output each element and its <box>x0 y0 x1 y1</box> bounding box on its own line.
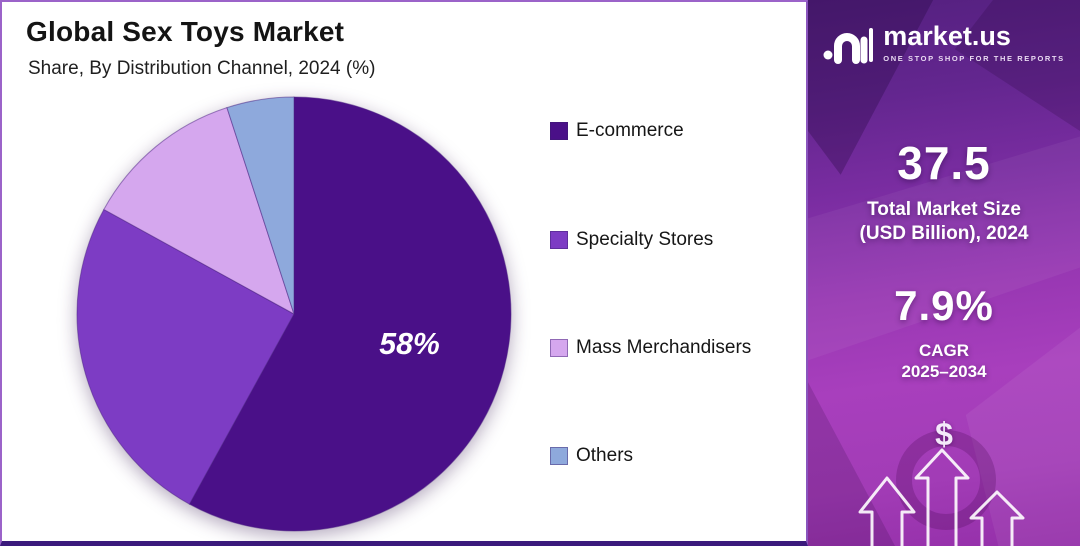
page-subtitle: Share, By Distribution Channel, 2024 (%) <box>28 58 376 79</box>
dollar-icon: $ <box>935 416 953 452</box>
legend-label: Mass Merchandisers <box>576 337 752 358</box>
growth-arrows-icon <box>858 448 1025 546</box>
legend-swatch-mass-merchandisers <box>550 339 568 357</box>
market-size-label-line2: (USD Billion), 2024 <box>859 222 1029 244</box>
pie-chart: 58% <box>76 96 512 532</box>
market-size-value: 37.5 <box>897 137 991 189</box>
pie-slice-others <box>226 96 295 315</box>
legend-label: E-commerce <box>576 120 684 141</box>
legend: E-commerce Specialty Stores Mass Merchan… <box>550 2 800 546</box>
market-us-logo-icon <box>823 28 874 64</box>
market-size-label-line1: Total Market Size <box>867 199 1021 220</box>
pie-slice-e-commerce <box>188 96 512 532</box>
legend-item-others: Others <box>550 445 633 467</box>
brand-name: market.us <box>883 21 1011 51</box>
cagr-value: 7.9% <box>894 282 994 329</box>
legend-swatch-others <box>550 447 568 465</box>
cagr-label-line2: 2025–2034 <box>901 362 987 382</box>
pie-slice-specialty-stores <box>76 208 295 505</box>
sidebar: market.us ONE STOP SHOP FOR THE REPORTS … <box>808 0 1080 546</box>
chart-panel: Global Sex Toys Market Share, By Distrib… <box>0 0 808 546</box>
legend-swatch-ecommerce <box>550 122 568 140</box>
legend-item-specialty-stores: Specialty Stores <box>550 229 713 251</box>
brand: market.us ONE STOP SHOP FOR THE REPORTS <box>808 22 1080 64</box>
cagr-label-line1: CAGR <box>918 341 970 360</box>
pie-slice-label: 58% <box>379 328 440 361</box>
legend-swatch-specialty-stores <box>550 231 568 249</box>
legend-label: Specialty Stores <box>576 229 714 250</box>
legend-item-mass-merchandisers: Mass Merchandisers <box>550 337 751 359</box>
legend-item-ecommerce: E-commerce <box>550 120 684 142</box>
legend-label: Others <box>576 445 634 466</box>
stat-cagr: 7.9% CAGR 2025–2034 <box>808 282 1080 383</box>
pie-slice-mass-merchandisers <box>103 106 295 316</box>
page-title: Global Sex Toys Market <box>26 16 345 47</box>
stat-market-size: 37.5 Total Market Size (USD Billion), 20… <box>808 136 1080 246</box>
brand-tagline: ONE STOP SHOP FOR THE REPORTS <box>883 54 1065 63</box>
